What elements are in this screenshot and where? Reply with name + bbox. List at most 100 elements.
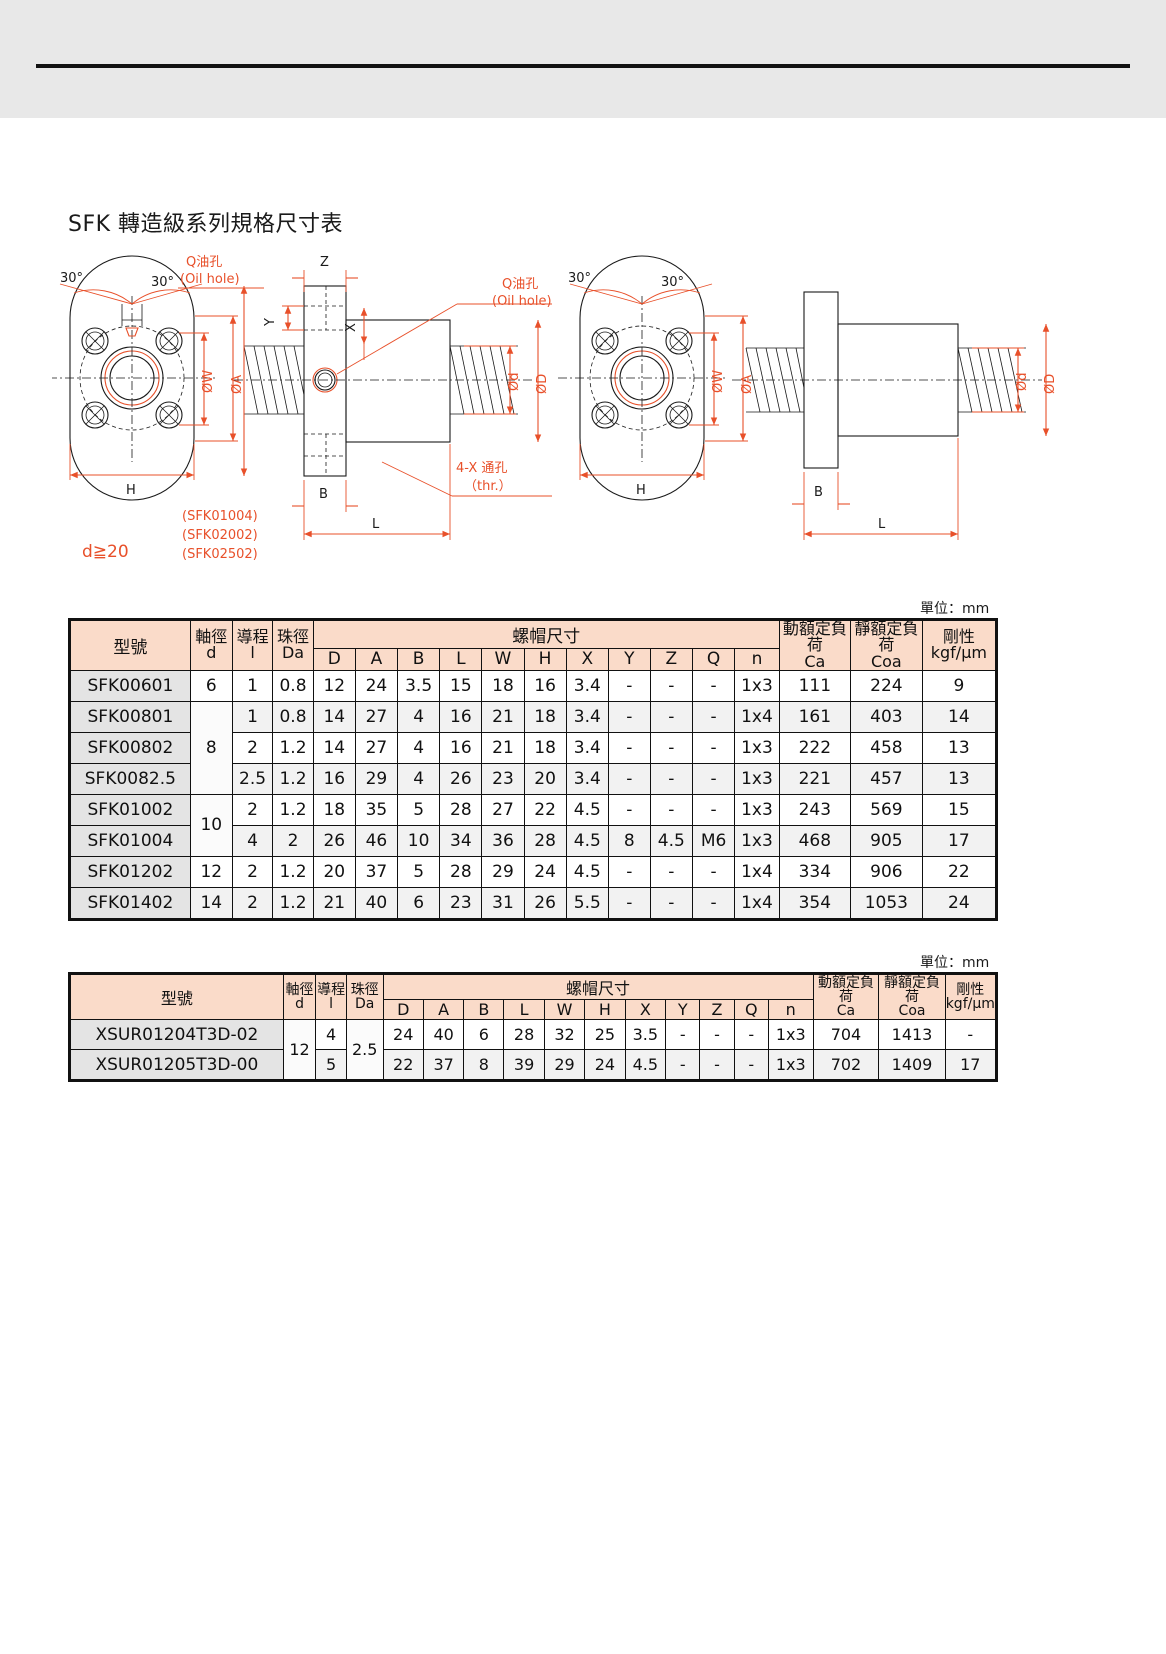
cell-l: 26: [439, 762, 483, 795]
cell-x: 5.5: [565, 886, 609, 920]
cell-w: 27: [481, 793, 525, 826]
table1-head: 型號 軸徑 d 導程 l 珠徑 Da 螺帽尺寸 動額定負荷 Ca 靜額定負荷 Coa 剛性…: [69, 619, 998, 671]
table-row: SFK0082.5 2.5 1.2 16 29 4 26 23 20 3.4- - -1x3 221 45…: [69, 762, 998, 795]
cell-l: 2: [231, 886, 274, 920]
th-nut-n: n: [734, 647, 780, 671]
cell-l: 1: [231, 669, 274, 702]
table1-body: SFK00601 6 1 0.8 12 24 3.5 15 18 16 3.4- - -1x3 111 22…: [69, 669, 998, 920]
cell-coa: 906: [849, 855, 923, 888]
cell-n: 1x3: [767, 1049, 814, 1081]
cell-x: 3.4: [565, 700, 609, 733]
th2-model: 型號: [69, 973, 284, 1020]
dim-l-label: L: [372, 517, 380, 532]
th-rigidity-cn: 剛性: [942, 627, 975, 647]
cell-x: 3.4: [565, 731, 609, 764]
cell-l: 2: [231, 731, 274, 764]
cell-q: -: [691, 669, 736, 702]
cell-d: 14: [312, 700, 356, 733]
cell-rig: 24: [921, 886, 998, 920]
cell-da: 1.2: [272, 886, 314, 920]
cell-h: 20: [523, 762, 567, 795]
th-sta-load-cn: 靜額定負荷: [854, 619, 919, 655]
cell-rig: 13: [921, 762, 998, 795]
cell-b: 4: [396, 762, 441, 795]
cell-h: 16: [523, 669, 567, 702]
th-nut-a: A: [354, 647, 398, 671]
cell-rig: 17: [921, 824, 998, 857]
cell-n: 1x3: [734, 824, 780, 857]
th-ball-dia-cn: 珠徑: [277, 627, 310, 647]
cell-coa: 1053: [849, 886, 923, 920]
dim-l-label-2: L: [878, 517, 886, 532]
page-top-band: [0, 0, 1166, 118]
variant-label-3: (SFK02502): [182, 547, 258, 562]
dim-b-label-2: B: [814, 485, 823, 500]
cell-h: 26: [523, 886, 567, 920]
th-lead: 導程 l: [231, 619, 274, 671]
spec-table-xsur: 型號 軸徑 d 導程 l 珠徑 Da 螺帽尺寸 動額定負荷 Ca 靜額定負荷 Coa 剛性…: [68, 972, 998, 1082]
cell-model: SFK01402: [69, 886, 191, 920]
dia-d-small-label-2: Ød: [1015, 373, 1030, 391]
variant-label-1: (SFK01004): [182, 509, 258, 524]
cell-d: 18: [312, 793, 356, 826]
cell-rig: -: [944, 1019, 998, 1050]
through-hole-label-en: （thr.）: [464, 479, 512, 494]
cell-b: 4: [396, 731, 441, 764]
th-nut-a: A: [422, 999, 465, 1020]
cell-model: SFK00802: [69, 731, 191, 764]
cell-z: -: [699, 1019, 735, 1050]
cell-da: 1.2: [272, 855, 314, 888]
unit-note-table1: 單位：mm: [920, 601, 990, 617]
th2-sta-load: 靜額定負荷 Coa: [878, 973, 946, 1020]
cell-da: 0.8: [272, 700, 314, 733]
cell-model: XSUR01204T3D-02: [69, 1019, 284, 1050]
cell-coa: 1413: [878, 1019, 946, 1050]
cell-shaft-dia: 6: [189, 669, 233, 702]
dim-y-label: Y: [263, 318, 278, 327]
cell-coa: 1409: [878, 1049, 946, 1081]
th2-lead-sym: l: [329, 996, 334, 1012]
cell-w: 36: [481, 824, 525, 857]
cell-l: 28: [439, 855, 483, 888]
cell-q: -: [691, 731, 736, 764]
oil-hole-label-en: (Oil hole): [180, 272, 240, 287]
cell-coa: 458: [849, 731, 923, 764]
cell-d: 14: [312, 731, 356, 764]
cell-z: -: [649, 793, 693, 826]
th-sta-load-sym: Coa: [870, 651, 902, 671]
th-nut-h: H: [523, 647, 567, 671]
table-row: SFK01202 12 2 1.2 20 37 5 28 29 24 4.5- - -1x4 334 906…: [69, 855, 998, 888]
cell-coa: 569: [849, 793, 923, 826]
th-dyn-load-sym: Ca: [804, 651, 826, 671]
cell-y: -: [607, 700, 651, 733]
cell-ca: 161: [778, 700, 851, 733]
cell-model: SFK01004: [69, 824, 191, 857]
page-title: SFK 轉造級系列規格尺寸表: [68, 212, 344, 237]
th2-rigidity-unit: kgf/μm: [945, 996, 995, 1012]
th2-rigidity-cn: 剛性: [956, 981, 985, 998]
th2-dyn-load-sym: Ca: [836, 1003, 856, 1020]
cell-rig: 9: [921, 669, 998, 702]
th2-sta-load-sym: Coa: [898, 1003, 926, 1020]
cell-y: -: [607, 886, 651, 920]
angle-right-label: 30°: [151, 275, 174, 290]
cell-l: 5: [315, 1049, 347, 1081]
th-shaft-dia-sym: d: [206, 643, 217, 663]
cell-model: SFK00601: [69, 669, 191, 702]
cell-y: 8: [607, 824, 651, 857]
cell-n: 1x3: [734, 793, 780, 826]
cell-d: 22: [382, 1049, 424, 1081]
cell-model: SFK01202: [69, 855, 191, 888]
dia-a-label-2: ØA: [740, 375, 755, 394]
cell-h: 18: [523, 700, 567, 733]
table-row: XSUR01205T3D-00 5 22 37 8 39 29 24 4.5- - -1x3 702 1…: [69, 1049, 998, 1081]
d-ge-20-note: d≧20: [82, 542, 129, 562]
cell-q: -: [691, 762, 736, 795]
th-nut-d: D: [312, 647, 356, 671]
cell-h: 18: [523, 731, 567, 764]
table-row: SFK00801 8 1 0.8 14 27 4 16 21 18 3.4- - -1x4 161 403 1…: [69, 700, 998, 795]
oil-hole-label-2-cn: Q油孔: [502, 277, 538, 292]
cell-shaft-dia: 10: [189, 793, 233, 857]
front-view-left: 30° 30° ØW ØA H: [48, 255, 245, 501]
cell-w: 29: [481, 855, 525, 888]
